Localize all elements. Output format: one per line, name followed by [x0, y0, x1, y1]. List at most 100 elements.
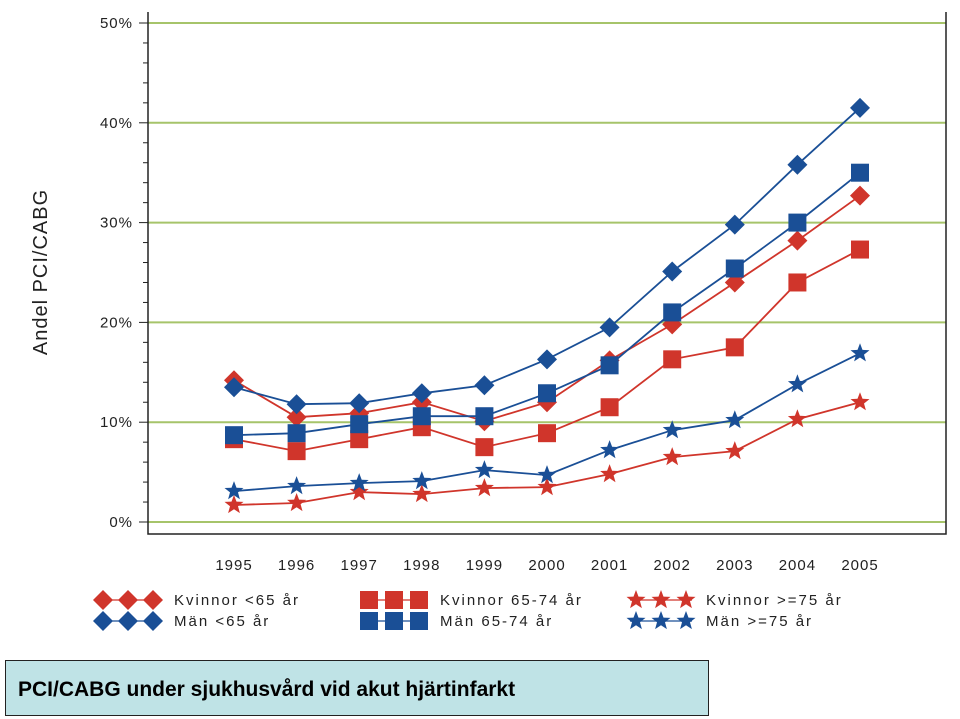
legend: Kvinnor <65 år Män <65 år Kvinnor 65-74 år…	[93, 590, 843, 631]
data-point	[725, 259, 744, 278]
data-point	[662, 447, 682, 466]
x-tick-label: 1998	[403, 557, 440, 574]
data-point	[287, 476, 307, 495]
data-point	[850, 185, 870, 206]
legend-item-2: Kvinnor >=75 år Män >=75 år	[626, 590, 843, 630]
data-point	[350, 430, 369, 449]
y-axis-label: Andel PCI/CABG	[30, 189, 52, 355]
data-point	[225, 426, 243, 445]
y-tick-label: 10%	[100, 414, 133, 431]
legend-marker	[626, 611, 646, 630]
line-chart: 0% 10% 20% 30% 40% 50% 1995 1996 1997 1998 1999 20…	[30, 12, 947, 631]
data-point	[599, 317, 620, 338]
data-point	[474, 460, 494, 479]
data-point	[788, 273, 807, 292]
legend-marker	[651, 611, 671, 630]
data-point	[787, 230, 808, 251]
data-point	[411, 383, 432, 404]
data-point	[600, 464, 620, 483]
series-5	[224, 343, 870, 500]
data-point	[474, 478, 494, 497]
data-point	[724, 214, 745, 235]
y-tick-label: 50%	[100, 15, 133, 32]
data-point	[475, 407, 494, 426]
data-point	[412, 484, 432, 503]
data-point	[224, 495, 244, 514]
footer-banner: PCI/CABG under sjukhusvård vid akut hjär…	[5, 660, 709, 716]
data-point	[662, 420, 682, 439]
data-point	[224, 377, 244, 398]
data-point	[538, 424, 556, 443]
data-point	[662, 261, 683, 282]
x-axis-ticks: 1995 1996 1997 1998 1999 2000 2001 2002 2003 2004…	[215, 557, 878, 574]
data-point	[286, 394, 307, 415]
data-point	[538, 384, 556, 403]
gridlines	[148, 22, 946, 523]
legend-label: Kvinnor >=75 år	[706, 592, 843, 609]
data-point	[663, 350, 682, 369]
series-1	[224, 97, 870, 415]
legend-label: Kvinnor <65 år	[174, 592, 300, 609]
x-tick-label: 2002	[654, 557, 691, 574]
legend-marker	[676, 590, 696, 609]
data-point	[349, 473, 369, 492]
data-point	[287, 424, 306, 443]
x-tick-label: 2004	[779, 557, 816, 574]
y-axis-ticks: 0% 10% 20% 30% 40% 50%	[100, 15, 148, 531]
data-point	[787, 154, 808, 175]
legend-item-0: Kvinnor <65 år Män <65 år	[93, 590, 300, 631]
data-point	[474, 375, 495, 396]
x-tick-label: 2000	[528, 557, 565, 574]
x-tick-label: 1997	[341, 557, 378, 574]
legend-label: Kvinnor 65-74 år	[440, 592, 583, 609]
series-4	[224, 392, 870, 514]
data-point	[537, 349, 557, 370]
data-point	[350, 415, 369, 434]
x-tick-label: 2005	[841, 557, 878, 574]
legend-label: Män 65-74 år	[440, 613, 553, 630]
data-series	[224, 97, 870, 514]
legend-marker	[676, 611, 696, 630]
plot-frame	[147, 12, 947, 535]
data-point	[224, 481, 244, 500]
footer-title: PCI/CABG under sjukhusvård vid akut hjär…	[18, 678, 516, 701]
data-point	[787, 409, 807, 428]
y-tick-label: 0%	[109, 514, 133, 531]
data-point	[600, 398, 619, 417]
data-point	[600, 440, 620, 459]
data-point	[287, 442, 306, 461]
data-point	[349, 482, 369, 501]
x-tick-label: 1999	[466, 557, 503, 574]
data-point	[725, 338, 744, 357]
data-point	[475, 438, 494, 457]
data-point	[537, 465, 557, 484]
data-point	[349, 393, 370, 414]
y-tick-label: 30%	[100, 215, 133, 232]
axes	[147, 12, 947, 535]
x-tick-label: 2003	[716, 557, 753, 574]
data-point	[537, 477, 557, 496]
x-tick-label: 1996	[278, 557, 315, 574]
data-point	[725, 410, 745, 429]
y-tick-label: 20%	[100, 314, 133, 331]
data-point	[663, 303, 682, 322]
data-point	[286, 407, 307, 428]
legend-item-1: Kvinnor 65-74 år Män 65-74 år	[360, 591, 583, 630]
data-point	[600, 356, 619, 375]
data-point	[850, 392, 870, 411]
data-point	[412, 407, 431, 426]
data-point	[788, 213, 807, 232]
data-point	[851, 163, 869, 182]
data-point	[850, 343, 870, 362]
x-tick-label: 1995	[215, 557, 252, 574]
legend-marker	[626, 590, 646, 609]
legend-marker	[651, 590, 671, 609]
legend-label: Män <65 år	[174, 613, 270, 630]
x-tick-label: 2001	[591, 557, 628, 574]
data-point	[725, 441, 745, 460]
series-3	[225, 163, 869, 445]
data-point	[787, 374, 807, 393]
data-point	[851, 240, 869, 259]
legend-label: Män >=75 år	[706, 613, 813, 630]
data-point	[850, 97, 870, 118]
